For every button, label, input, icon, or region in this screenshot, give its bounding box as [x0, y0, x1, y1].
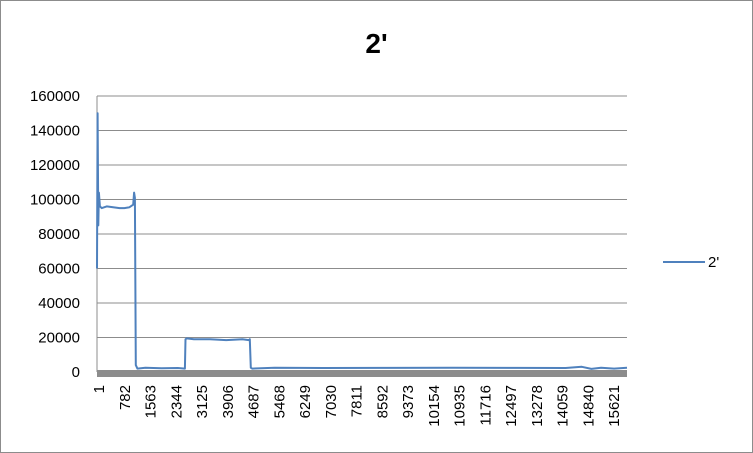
x-tick-label: 2344	[168, 385, 185, 418]
y-tick-label: 80000	[38, 226, 80, 243]
x-tick-label: 1563	[143, 385, 160, 418]
x-tick-label: 4687	[246, 385, 263, 418]
y-tick-label: 140000	[30, 123, 80, 140]
x-tick-label: 7030	[323, 385, 340, 418]
x-tick-label: 10935	[452, 385, 469, 427]
series-line	[96, 112, 628, 370]
x-tick-label: 9373	[400, 385, 417, 418]
y-axis-ticks: 0 20000 40000 60000 80000 100000 120000 140000 1…	[30, 88, 80, 381]
series-group	[96, 112, 628, 370]
x-tick-label: 14059	[555, 385, 572, 427]
x-axis-ticks: 1 782 1563 2344 3125 3906 4687 5468 6249 7030 7811…	[91, 385, 623, 427]
x-tick-label: 1	[91, 385, 108, 393]
y-tick-label: 0	[72, 364, 80, 381]
grid-lines	[96, 95, 627, 372]
x-tick-label: 8592	[374, 385, 391, 418]
x-tick-label: 15621	[606, 385, 623, 427]
x-tick-label: 7811	[349, 385, 366, 417]
x-tick-label: 782	[117, 385, 134, 410]
y-tick-label: 60000	[38, 261, 80, 278]
x-axis-line	[97, 370, 627, 377]
x-tick-label: 13278	[529, 385, 546, 427]
x-tick-label: 6249	[297, 385, 314, 418]
x-tick-label: 12497	[503, 385, 520, 427]
y-tick-label: 40000	[38, 295, 80, 312]
y-tick-label: 20000	[38, 330, 80, 347]
legend-label: 2'	[708, 254, 719, 271]
x-tick-label: 5468	[271, 385, 288, 418]
y-tick-label: 120000	[30, 157, 80, 174]
x-tick-label: 14840	[580, 385, 597, 427]
x-tick-label: 10154	[426, 385, 443, 427]
y-tick-label: 160000	[30, 88, 80, 105]
legend: 2'	[663, 254, 719, 271]
x-tick-label: 3125	[194, 385, 211, 418]
y-tick-label: 100000	[30, 192, 80, 209]
x-tick-label: 11716	[477, 385, 494, 426]
chart-title: 2'	[365, 28, 388, 59]
x-tick-label: 3906	[220, 385, 237, 418]
